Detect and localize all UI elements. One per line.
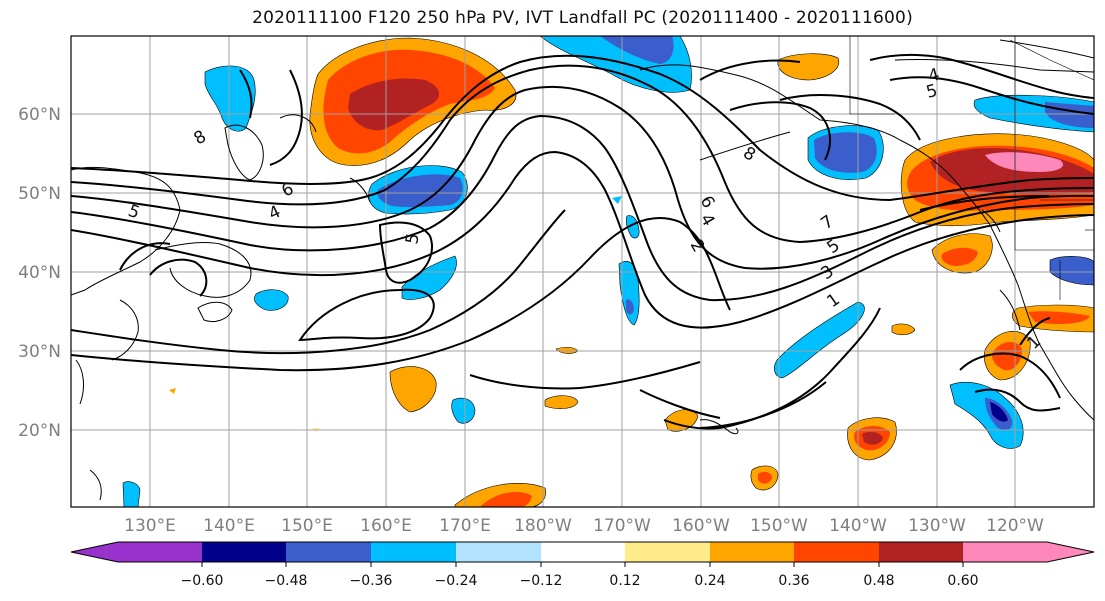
colorbar-extend-high [1047, 542, 1094, 562]
colorbar-tick-label: −0.60 [181, 573, 224, 589]
lon-tick-label: 130°E [124, 516, 176, 536]
lon-tick-label: 180°W [514, 516, 572, 536]
colorbar-segment [286, 542, 371, 562]
lon-tick-label: 170°E [439, 516, 491, 536]
colorbar-extend-low [71, 542, 118, 562]
colorbar-tick-label: 0.48 [863, 573, 894, 589]
colorbar: −0.60 −0.48 −0.36 −0.24 −0.12 0.12 0.24 … [70, 541, 1095, 589]
longitude-labels: 130°E 140°E 150°E 160°E 170°E 180°W 170°… [124, 516, 1044, 536]
colorbar-tick-label: 0.36 [778, 573, 809, 589]
lat-tick-label: 50°N [18, 184, 61, 204]
latitude-labels: 60°N 50°N 40°N 30°N 20°N [18, 105, 61, 441]
contour-label: 5 [402, 232, 424, 246]
lat-tick-label: 40°N [18, 263, 61, 283]
lon-tick-label: 160°E [360, 516, 412, 536]
colorbar-segment [371, 542, 456, 562]
lon-tick-label: 120°W [986, 516, 1044, 536]
colorbar-outline [70, 541, 1095, 563]
colorbar-segment [202, 542, 286, 562]
contour-label: 4 [926, 65, 942, 87]
colorbar-tick-label: 0.24 [694, 573, 725, 589]
lon-tick-label: 150°E [281, 516, 333, 536]
colorbar-tick-label: −0.24 [435, 573, 478, 589]
lon-tick-label: 160°W [672, 516, 730, 536]
colorbar-tick-label: −0.36 [350, 573, 393, 589]
gridlines [71, 36, 1094, 507]
colorbar-segment [794, 542, 879, 562]
borders [849, 36, 1094, 300]
pv-contours [71, 53, 1094, 430]
colorbar-segment [879, 542, 963, 562]
lon-tick-label: 130°W [908, 516, 966, 536]
map-frame [70, 35, 1095, 508]
colorbar-segment [625, 542, 710, 562]
lon-tick-label: 140°W [829, 516, 887, 536]
lat-tick-label: 30°N [18, 342, 61, 362]
colorbar-segment [456, 542, 541, 562]
map-title: 2020111100 F120 250 hPa PV, IVT Landfall… [252, 8, 913, 28]
colorbar-segment [118, 542, 202, 562]
lat-tick-label: 60°N [18, 105, 61, 125]
colorbar-tick-label: −0.12 [520, 573, 563, 589]
colorbar-segment [963, 542, 1047, 562]
lon-tick-label: 150°W [750, 516, 808, 536]
lon-tick-label: 140°E [203, 516, 255, 536]
map-field-layer: 8 6 4 5 5 8 6 4 2 7 5 3 1 4 5 1 [71, 36, 1094, 507]
colorbar-tick-label: −0.48 [265, 573, 308, 589]
lon-tick-label: 170°W [593, 516, 651, 536]
colorbar-tick-label: 0.12 [609, 573, 640, 589]
contour-label: 5 [924, 81, 940, 103]
lat-tick-label: 20°N [18, 421, 61, 441]
colorbar-tick-label: 0.60 [947, 573, 978, 589]
colorbar-segment [541, 542, 625, 562]
colorbar-segment [710, 542, 794, 562]
